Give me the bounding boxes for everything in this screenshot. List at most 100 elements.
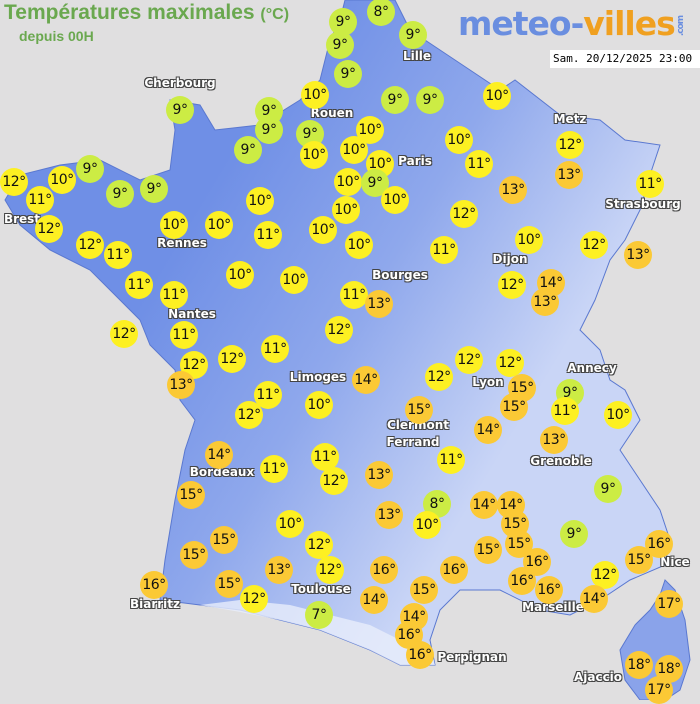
temperature-marker[interactable]: 10°	[205, 211, 233, 239]
temperature-marker[interactable]: 10°	[276, 510, 304, 538]
temperature-marker[interactable]: 9°	[594, 475, 622, 503]
temperature-marker[interactable]: 12°	[320, 467, 348, 495]
temperature-marker[interactable]: 13°	[365, 290, 393, 318]
temperature-marker[interactable]: 13°	[555, 161, 583, 189]
temperature-marker[interactable]: 12°	[316, 556, 344, 584]
temperature-marker[interactable]: 14°	[205, 441, 233, 469]
temperature-marker[interactable]: 8°	[367, 0, 395, 26]
temperature-marker[interactable]: 11°	[465, 150, 493, 178]
temperature-marker[interactable]: 16°	[440, 556, 468, 584]
temperature-marker[interactable]: 10°	[160, 211, 188, 239]
temperature-marker[interactable]: 9°	[255, 116, 283, 144]
temperature-marker[interactable]: 10°	[413, 511, 441, 539]
temperature-marker[interactable]: 9°	[76, 155, 104, 183]
temperature-marker[interactable]: 16°	[406, 641, 434, 669]
temperature-marker[interactable]: 10°	[445, 126, 473, 154]
temperature-marker[interactable]: 10°	[483, 82, 511, 110]
temperature-marker[interactable]: 11°	[160, 281, 188, 309]
temperature-marker[interactable]: 16°	[140, 571, 168, 599]
temperature-marker[interactable]: 10°	[515, 226, 543, 254]
temperature-marker[interactable]: 10°	[300, 141, 328, 169]
temperature-marker[interactable]: 13°	[540, 426, 568, 454]
temperature-marker[interactable]: 10°	[309, 216, 337, 244]
temperature-marker[interactable]: 10°	[340, 136, 368, 164]
temperature-marker[interactable]: 16°	[535, 576, 563, 604]
temperature-marker[interactable]: 18°	[625, 651, 653, 679]
temperature-marker[interactable]: 13°	[531, 288, 559, 316]
temperature-marker[interactable]: 11°	[261, 335, 289, 363]
temperature-marker[interactable]: 11°	[104, 241, 132, 269]
temperature-marker[interactable]: 12°	[76, 231, 104, 259]
temperature-marker[interactable]: 12°	[425, 363, 453, 391]
temperature-marker[interactable]: 12°	[305, 531, 333, 559]
temperature-marker[interactable]: 15°	[410, 576, 438, 604]
temperature-marker[interactable]: 9°	[381, 86, 409, 114]
temperature-marker[interactable]: 13°	[499, 176, 527, 204]
temperature-marker[interactable]: 12°	[325, 316, 353, 344]
temperature-marker[interactable]: 12°	[450, 200, 478, 228]
temperature-marker[interactable]: 14°	[580, 585, 608, 613]
meteo-villes-logo[interactable]: meteo-villes.com	[458, 4, 691, 43]
temperature-marker[interactable]: 10°	[334, 168, 362, 196]
temperature-marker[interactable]: 11°	[430, 236, 458, 264]
temperature-marker[interactable]: 9°	[234, 136, 262, 164]
temperature-marker[interactable]: 11°	[340, 281, 368, 309]
temperature-marker[interactable]: 14°	[474, 416, 502, 444]
temperature-marker[interactable]: 12°	[35, 215, 63, 243]
temperature-marker[interactable]: 12°	[455, 346, 483, 374]
temperature-marker[interactable]: 7°	[305, 601, 333, 629]
temperature-marker[interactable]: 9°	[166, 96, 194, 124]
temperature-marker[interactable]: 12°	[240, 585, 268, 613]
temperature-marker[interactable]: 13°	[167, 371, 195, 399]
temperature-marker[interactable]: 14°	[360, 586, 388, 614]
temperature-marker[interactable]: 10°	[332, 196, 360, 224]
temperature-marker[interactable]: 13°	[265, 556, 293, 584]
temperature-marker[interactable]: 15°	[405, 396, 433, 424]
temperature-marker[interactable]: 12°	[556, 131, 584, 159]
temperature-marker[interactable]: 9°	[140, 175, 168, 203]
temperature-marker[interactable]: 11°	[551, 397, 579, 425]
temperature-marker[interactable]: 12°	[498, 271, 526, 299]
temperature-marker[interactable]: 16°	[508, 567, 536, 595]
temperature-marker[interactable]: 12°	[496, 349, 524, 377]
temperature-marker[interactable]: 11°	[311, 443, 339, 471]
temperature-marker[interactable]: 15°	[474, 536, 502, 564]
temperature-marker[interactable]: 10°	[246, 187, 274, 215]
temperature-marker[interactable]: 16°	[645, 530, 673, 558]
temperature-marker[interactable]: 14°	[470, 491, 498, 519]
temperature-marker[interactable]: 17°	[645, 676, 673, 704]
temperature-marker[interactable]: 15°	[215, 570, 243, 598]
temperature-marker[interactable]: 11°	[254, 381, 282, 409]
temperature-marker[interactable]: 9°	[560, 520, 588, 548]
temperature-marker[interactable]: 10°	[604, 401, 632, 429]
temperature-marker[interactable]: 16°	[370, 556, 398, 584]
temperature-marker[interactable]: 12°	[0, 168, 28, 196]
temperature-marker[interactable]: 10°	[226, 261, 254, 289]
temperature-marker[interactable]: 11°	[437, 446, 465, 474]
temperature-marker[interactable]: 12°	[110, 320, 138, 348]
temperature-marker[interactable]: 15°	[625, 546, 653, 574]
temperature-marker[interactable]: 10°	[305, 391, 333, 419]
temperature-marker[interactable]: 15°	[210, 526, 238, 554]
temperature-marker[interactable]: 10°	[48, 166, 76, 194]
temperature-marker[interactable]: 17°	[655, 590, 683, 618]
temperature-marker[interactable]: 9°	[334, 60, 362, 88]
temperature-marker[interactable]: 10°	[301, 81, 329, 109]
temperature-marker[interactable]: 9°	[399, 21, 427, 49]
temperature-marker[interactable]: 9°	[416, 86, 444, 114]
temperature-marker[interactable]: 11°	[125, 271, 153, 299]
temperature-marker[interactable]: 15°	[180, 541, 208, 569]
temperature-marker[interactable]: 9°	[326, 31, 354, 59]
temperature-marker[interactable]: 15°	[500, 393, 528, 421]
temperature-marker[interactable]: 12°	[235, 401, 263, 429]
temperature-marker[interactable]: 11°	[26, 186, 54, 214]
temperature-marker[interactable]: 15°	[177, 481, 205, 509]
temperature-marker[interactable]: 13°	[624, 241, 652, 269]
temperature-marker[interactable]: 11°	[636, 170, 664, 198]
temperature-marker[interactable]: 10°	[345, 231, 373, 259]
temperature-marker[interactable]: 13°	[375, 501, 403, 529]
temperature-marker[interactable]: 10°	[280, 266, 308, 294]
temperature-marker[interactable]: 11°	[170, 321, 198, 349]
temperature-marker[interactable]: 12°	[218, 345, 246, 373]
temperature-marker[interactable]: 11°	[260, 455, 288, 483]
